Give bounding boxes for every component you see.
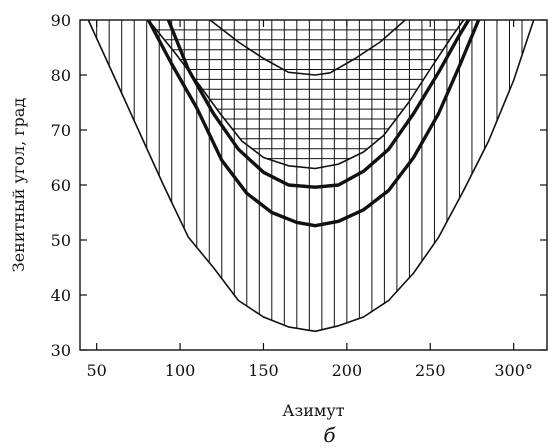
region-boundary-curve	[147, 20, 465, 170]
curves	[87, 20, 535, 333]
x-tick-label: 100	[165, 361, 196, 380]
region-boundary-curve	[87, 20, 535, 333]
x-tick-label: 300°	[494, 361, 533, 380]
y-axis-title: Зенитный угол, град	[9, 98, 28, 273]
axis-ticks: 50 100 150 200 250 300° 30 40 50 60 70 80 90	[51, 11, 547, 380]
x-axis-title: Азимут	[282, 401, 344, 420]
panel-label: б	[323, 423, 336, 447]
y-tick-label: 50	[51, 231, 71, 250]
y-tick-label: 30	[51, 341, 71, 360]
x-tick-label: 150	[248, 361, 279, 380]
y-tick-label: 80	[51, 66, 71, 85]
region-boundary-curve	[209, 20, 406, 76]
y-tick-label: 60	[51, 176, 71, 195]
x-tick-label: 250	[415, 361, 446, 380]
y-tick-label: 90	[51, 11, 71, 30]
y-tick-label: 70	[51, 121, 71, 140]
x-tick-label: 50	[86, 361, 106, 380]
y-tick-label: 40	[51, 286, 71, 305]
thick-boundary-curve	[146, 20, 481, 228]
thick-boundary-curve	[166, 20, 471, 189]
x-tick-label: 200	[332, 361, 363, 380]
